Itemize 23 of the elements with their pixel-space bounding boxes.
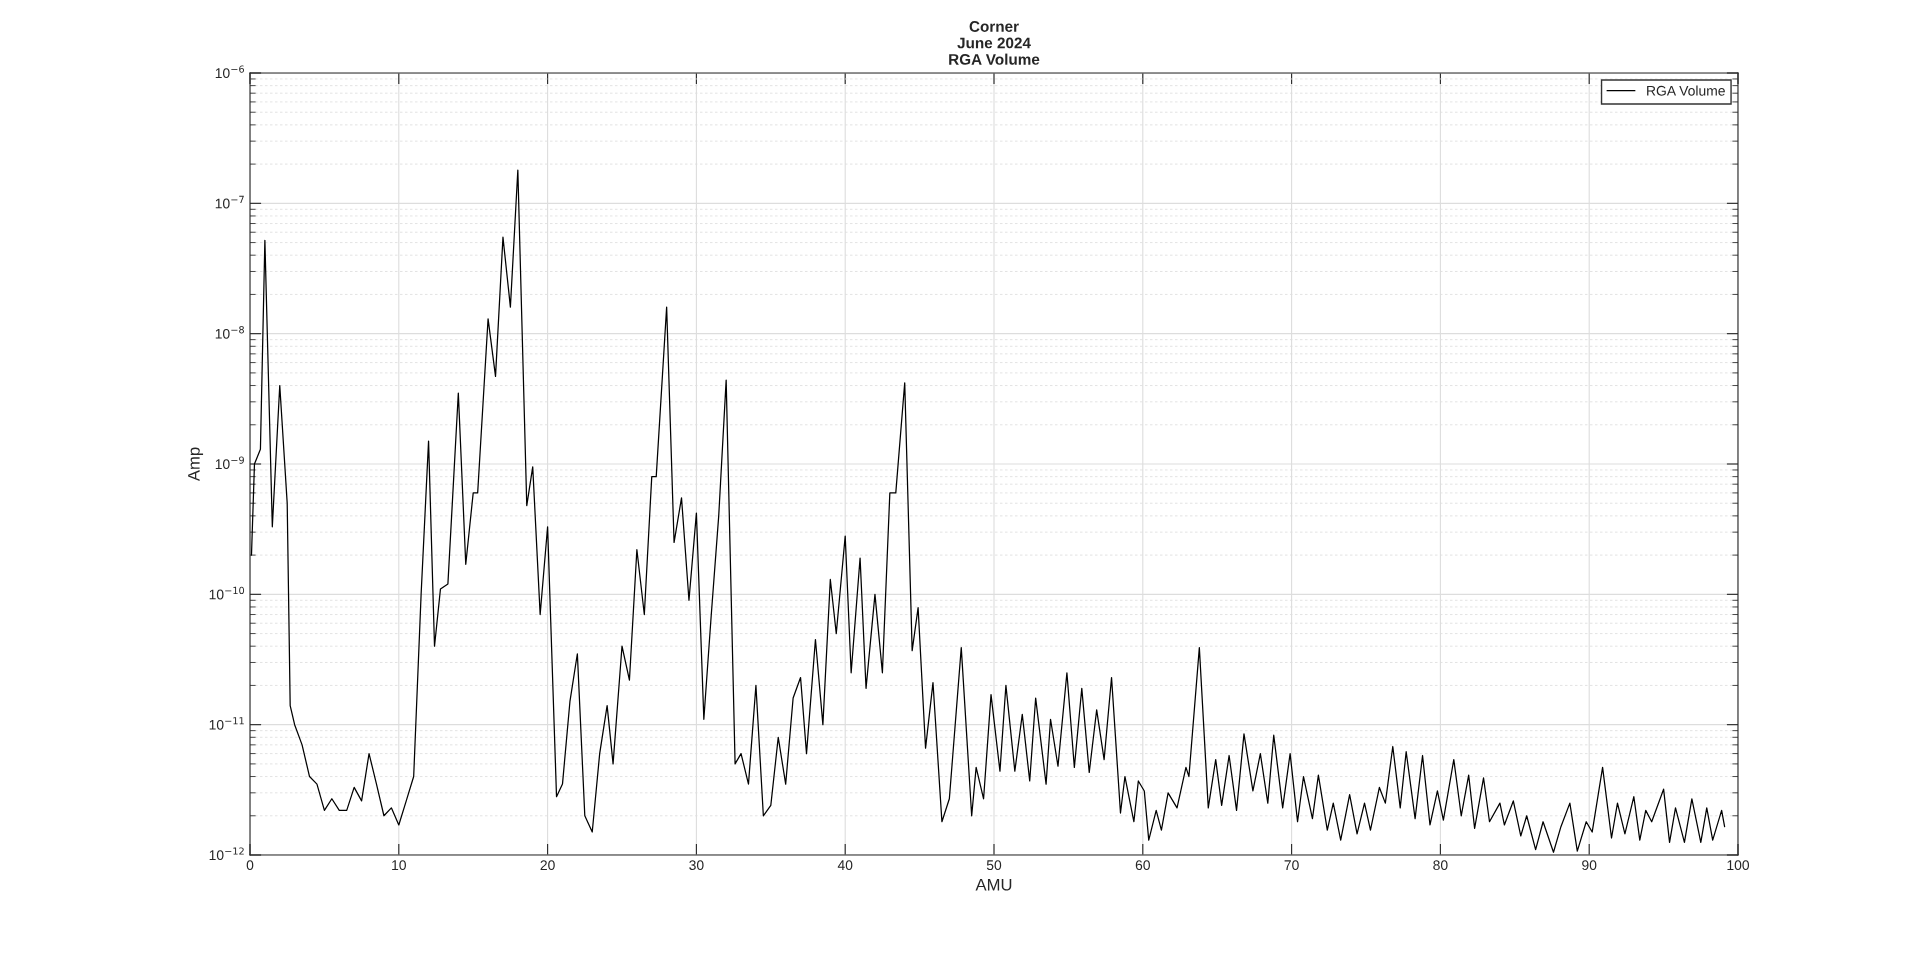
x-tick-label: 90 (1582, 860, 1597, 871)
y-tick-label: 10$^{−9}$ (215, 456, 244, 470)
x-tick-label: 100 (1727, 860, 1750, 871)
x-tick-label: 10 (392, 860, 406, 871)
x-tick-label: 80 (1433, 860, 1448, 871)
x-tick-label: 70 (1284, 860, 1299, 871)
y-tick-label: 10$^{−7}$ (215, 195, 244, 209)
x-tick-label: 0 (246, 860, 254, 871)
x-tick-label: 60 (1135, 860, 1150, 871)
x-tick-label: 30 (689, 860, 704, 871)
y-tick-label: 10$^{−11}$ (209, 717, 244, 730)
y-tick-label: 10$^{−6}$ (215, 65, 245, 79)
line-series (250, 169, 1726, 853)
y-tick-label: 10$^{−10}$ (209, 586, 245, 600)
chart-title: Corner June 2024 RGA Volume (949, 21, 1040, 65)
x-tick-label: 50 (986, 860, 1002, 871)
x-tick-label: 20 (540, 860, 555, 871)
y-axis-title: Amp (188, 447, 204, 482)
legend-label: RGA Volume (1647, 85, 1725, 96)
y-tick-label: 10$^{−8}$ (215, 326, 244, 339)
x-axis-title: AMU (975, 878, 1012, 891)
x-tick-label: 40 (837, 860, 853, 871)
y-tick-label: 10$^{−12}$ (209, 847, 244, 861)
